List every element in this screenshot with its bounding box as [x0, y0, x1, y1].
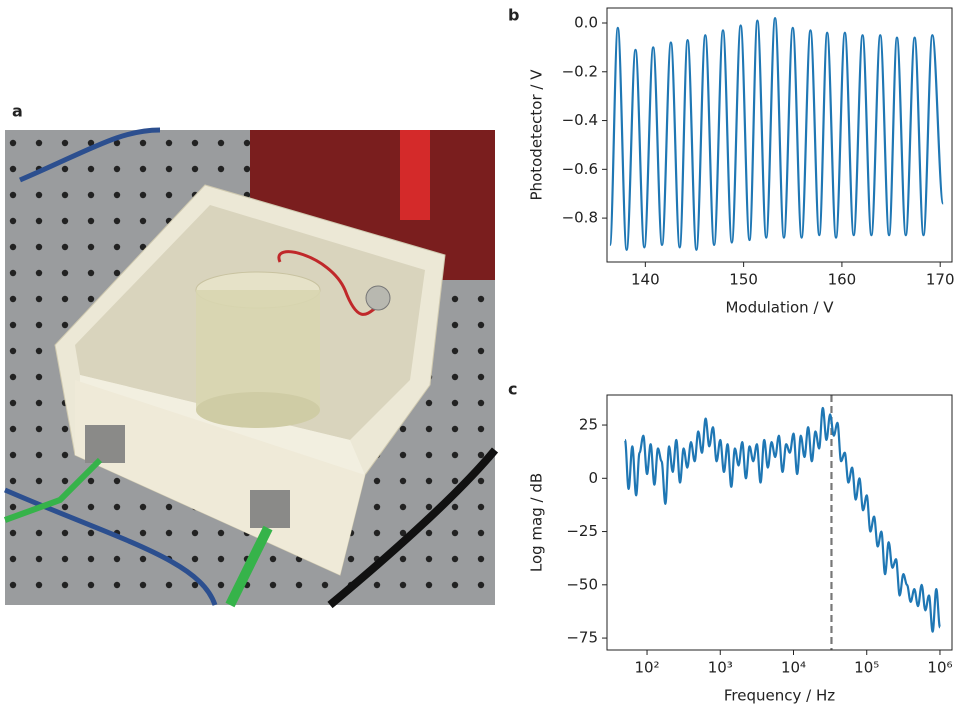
x-tick-label: 140: [631, 271, 660, 289]
x-tick-label: 10²: [634, 659, 659, 677]
y-tick-label: −0.6: [562, 160, 598, 178]
x-tick-label: 150: [729, 271, 758, 289]
y-tick-label: −75: [566, 629, 598, 647]
y-tick-label: 0: [588, 469, 598, 487]
plot-frame: [606, 7, 953, 263]
plot-frame: [606, 394, 953, 651]
y-tick-label: −0.4: [562, 111, 598, 129]
y-tick-label: 25: [579, 416, 598, 434]
y-tick-label: −0.8: [562, 209, 598, 227]
panel-label: b: [508, 6, 519, 25]
x-tick-label: 170: [926, 271, 955, 289]
x-tick-label: 160: [828, 271, 857, 289]
y-tick-label: 0.0: [574, 13, 598, 31]
x-tick-label: 10³: [708, 659, 733, 677]
x-tick-label: 10⁵: [854, 659, 879, 677]
x-tick-label: 10⁶: [927, 659, 952, 677]
panel-label: c: [508, 380, 517, 399]
data-line: [608, 17, 945, 251]
data-line: [623, 406, 942, 633]
x-tick-label: 10⁴: [781, 659, 806, 677]
photo: [3, 127, 499, 609]
y-tick-label: −0.2: [562, 62, 598, 80]
panel-label: a: [12, 102, 23, 121]
x-axis-label: Modulation / V: [725, 299, 834, 317]
y-axis-label: Log mag / dB: [528, 473, 546, 572]
x-axis-label: Frequency / Hz: [724, 687, 835, 705]
y-tick-label: −50: [566, 575, 598, 593]
y-tick-label: −25: [566, 522, 598, 540]
y-axis-label: Photodetector / V: [528, 69, 546, 201]
